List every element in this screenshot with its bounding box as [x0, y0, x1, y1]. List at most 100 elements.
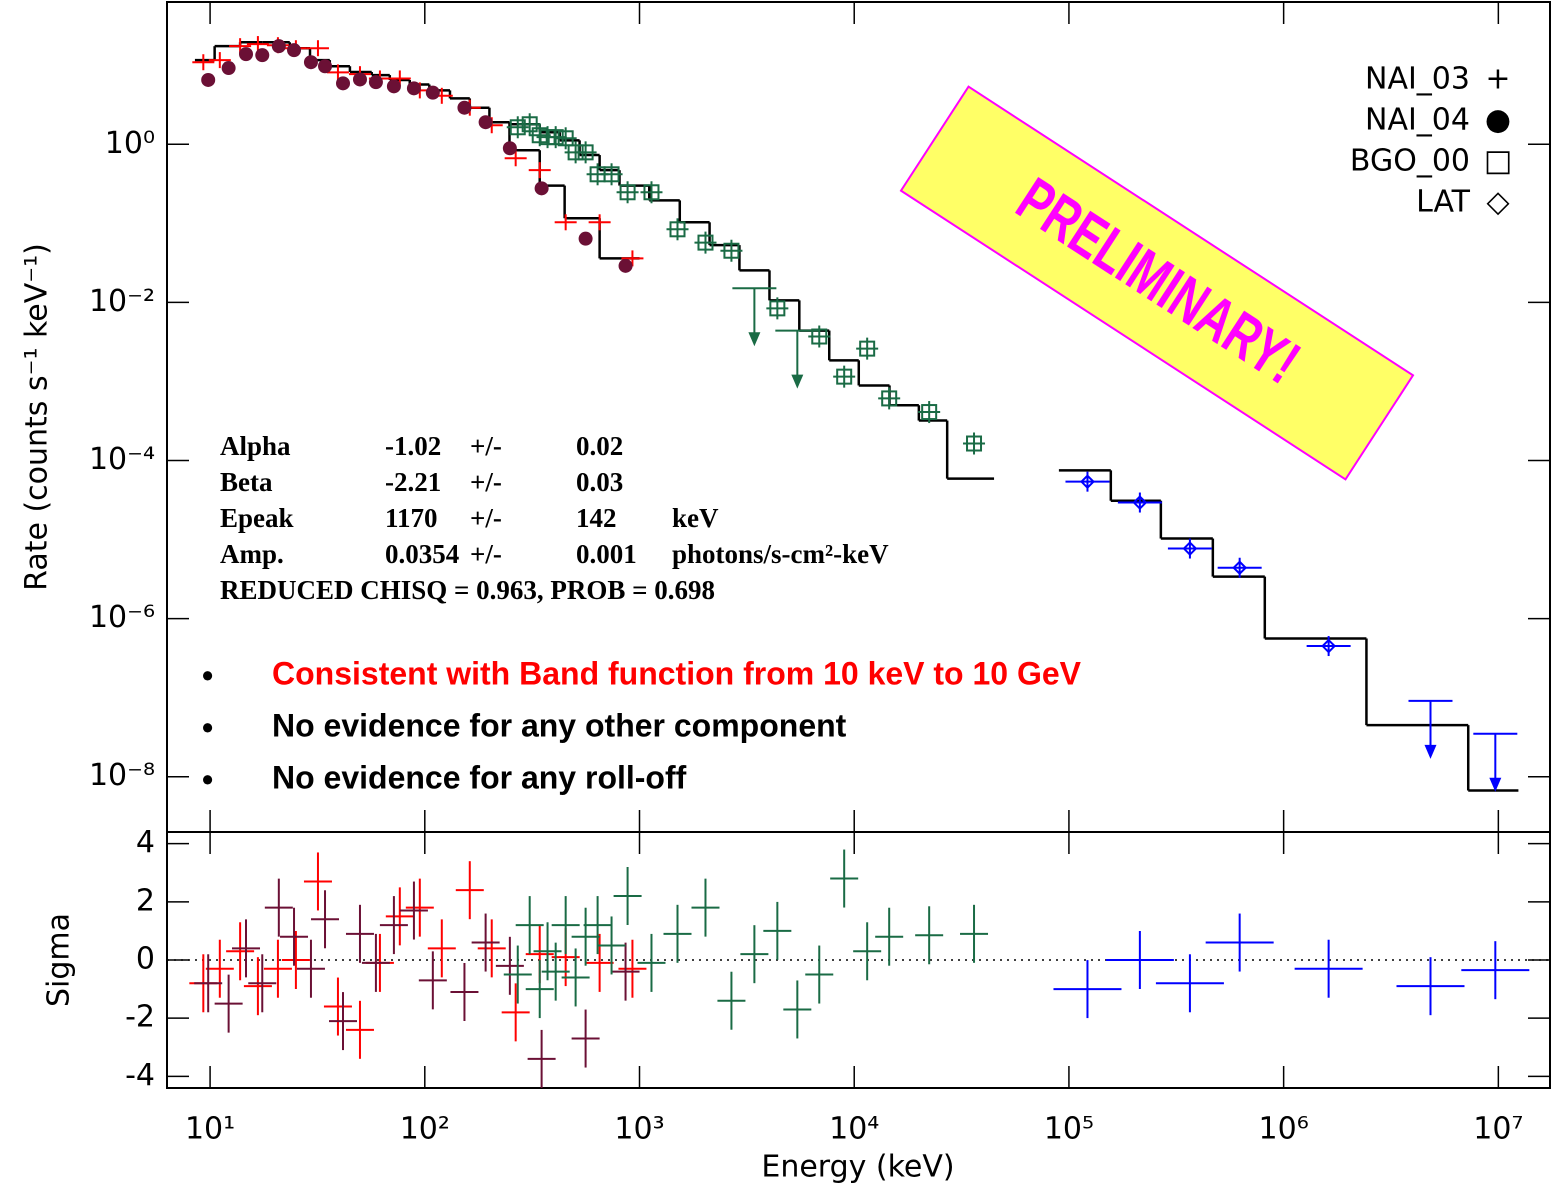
residual-point: [1396, 957, 1465, 1016]
data-point: [694, 231, 717, 254]
data-point: [326, 64, 349, 81]
y-tick-label: 10⁻⁸: [89, 758, 155, 793]
x-tick-label: 10⁵: [1044, 1112, 1094, 1147]
data-point: [352, 72, 367, 87]
bullet: •: [202, 709, 213, 745]
data-point: [425, 85, 440, 100]
data-point: [504, 150, 527, 167]
marker-part: [1489, 777, 1502, 792]
data-point: [287, 43, 302, 58]
residual-point: [263, 939, 292, 998]
residual-point: [597, 916, 626, 975]
residual-point: [515, 896, 544, 955]
data-point: [616, 181, 639, 204]
x-tick-label: 10²: [400, 1112, 450, 1147]
y-tick-label: 10⁻⁶: [89, 600, 155, 635]
residual-point: [296, 939, 325, 998]
residual-y-tick-label: 0: [136, 942, 155, 977]
residual-point: [541, 942, 570, 1001]
residual-point: [585, 933, 614, 992]
marker-part: [406, 81, 421, 96]
residual-point: [611, 942, 640, 1001]
data-point: [588, 214, 611, 231]
residual-point: [345, 1000, 374, 1059]
residual-point: [361, 933, 390, 992]
data-point: [255, 48, 270, 63]
residual-point: [303, 852, 332, 911]
marker-part: [201, 72, 216, 87]
marker-part: [239, 47, 254, 62]
residual-point: [805, 945, 834, 1004]
fit-cell: +/-: [470, 503, 502, 533]
bullet: •: [202, 657, 213, 693]
marker-part: [502, 141, 517, 156]
residual-point: [345, 904, 374, 963]
stamp: PRELIMINARY!: [899, 85, 1415, 481]
residual-point: [525, 960, 554, 1019]
data-point: [732, 287, 777, 347]
data-point: [336, 76, 351, 91]
data-point: [306, 40, 329, 57]
data-point: [271, 39, 286, 54]
residual-point: [214, 974, 243, 1033]
residual-point: [551, 896, 580, 955]
data-point: [1306, 636, 1351, 657]
data-point: [544, 126, 567, 149]
data-point: [574, 141, 597, 164]
data-point: [502, 141, 517, 156]
data-point: [386, 79, 401, 94]
data-point: [621, 250, 644, 267]
data-point: [640, 181, 663, 204]
fit-cell: 1170: [385, 503, 438, 533]
data-point: [1217, 557, 1262, 578]
data-point: [720, 239, 743, 262]
data-point: [1408, 699, 1453, 759]
residual-point: [618, 939, 647, 998]
y-tick-label: 10⁻⁴: [89, 442, 155, 477]
residual-point: [1105, 931, 1174, 989]
residual-point: [875, 907, 904, 966]
data-point: [666, 218, 689, 241]
data-point: [600, 163, 623, 186]
residual-point: [691, 878, 720, 937]
data-point: [457, 100, 472, 115]
residual-point: [205, 939, 234, 998]
data-point: [554, 127, 577, 150]
data-point: [368, 75, 383, 90]
data-point: [554, 214, 577, 231]
marker-part: [534, 181, 549, 196]
marker-part: [271, 39, 286, 54]
fit-cell: Epeak: [220, 503, 294, 533]
legend-label: NAI_04: [1365, 103, 1470, 138]
residual-point: [385, 887, 414, 946]
residual-y-tick-label: 4: [136, 825, 155, 860]
marker-part: [255, 48, 270, 63]
data-point: [221, 61, 236, 76]
y-tick-label: 10⁻²: [89, 284, 155, 319]
fit-cell: 0.02: [576, 431, 623, 461]
data-point: [406, 81, 421, 96]
residual-point: [717, 971, 746, 1030]
residual-axis-label: Sigma: [42, 913, 77, 1007]
residual-point: [533, 922, 562, 981]
residual-point: [232, 919, 261, 978]
x-axis-label: Energy (keV): [761, 1150, 954, 1185]
residual-point: [830, 849, 859, 908]
data-point: [878, 387, 901, 410]
data-point: [239, 47, 254, 62]
data-point: [208, 52, 231, 69]
residual-point: [960, 904, 989, 963]
marker-part: [287, 43, 302, 58]
data-point: [1473, 732, 1518, 792]
bullet-text: No evidence for any roll-off: [272, 759, 687, 795]
data-point: [528, 162, 551, 179]
y-tick-label: 10⁰: [105, 126, 155, 161]
fit-cell: Alpha: [220, 431, 291, 461]
fit-cell: keV: [672, 503, 719, 533]
fit-cell: 0.001: [576, 539, 637, 569]
bullet: •: [202, 761, 213, 797]
residual-point: [311, 890, 340, 949]
fit-cell: photons/s-cm²-keV: [672, 539, 889, 569]
data-point: [578, 231, 593, 246]
